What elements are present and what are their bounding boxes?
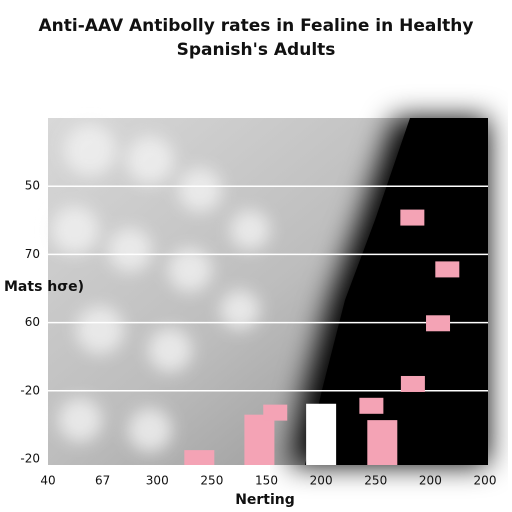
bar [244, 414, 275, 465]
y-tick-label: 50 [25, 179, 40, 193]
y-tick-label: -20 [20, 383, 40, 397]
point [435, 261, 460, 278]
chart-title: Anti-AAV Antibolly rates in Fealine in H… [39, 16, 474, 36]
chart-subtitle: Spanish's Adults [177, 40, 336, 60]
x-tick-label: 200 [474, 474, 497, 488]
point [426, 315, 451, 332]
point [400, 209, 425, 226]
x-tick-label: 200 [419, 474, 442, 488]
plot-background [48, 118, 488, 465]
x-tick-label: 150 [255, 474, 278, 488]
x-axis-label: Nerting [235, 492, 295, 508]
point [400, 375, 425, 392]
y-tick-label: 60 [25, 315, 40, 329]
x-tick-label: 200 [310, 474, 333, 488]
y-tick-label: -20 [20, 452, 40, 466]
point [359, 397, 384, 414]
x-tick-label: 250 [200, 474, 223, 488]
x-tick-label: 300 [146, 474, 169, 488]
bar [184, 450, 215, 465]
y-axis-label: Mats hσe) [4, 279, 84, 295]
x-tick-label: 250 [364, 474, 387, 488]
x-tick-label: 67 [95, 474, 110, 488]
bar [306, 403, 337, 465]
y-tick-label: 70 [25, 247, 40, 261]
bar [367, 420, 398, 465]
x-tick-label: 40 [40, 474, 55, 488]
point [263, 404, 288, 421]
